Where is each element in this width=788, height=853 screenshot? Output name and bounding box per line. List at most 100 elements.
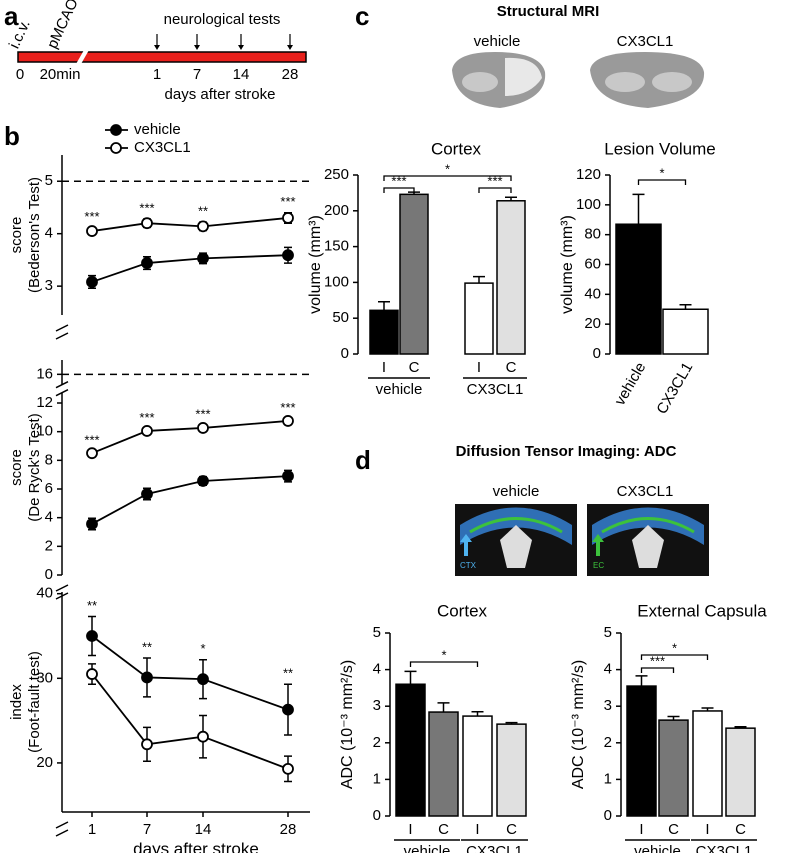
marker bbox=[282, 762, 294, 775]
series-line bbox=[91, 217, 289, 232]
y-tick-label: 100 bbox=[324, 273, 349, 290]
x-tick-label: C bbox=[506, 821, 517, 838]
y-axis-label: score bbox=[8, 217, 25, 254]
legend-label: CX3CL1 bbox=[134, 139, 191, 156]
marker bbox=[141, 488, 153, 500]
x-tick-label: I bbox=[705, 821, 709, 838]
bar bbox=[496, 723, 527, 817]
x-axis-label: days after stroke bbox=[133, 839, 259, 853]
marker bbox=[86, 225, 98, 237]
y-tick-label: 200 bbox=[324, 202, 349, 219]
marker bbox=[282, 249, 294, 262]
group-label: CX3CL1 bbox=[696, 843, 753, 853]
chart-title: External Capsula bbox=[637, 601, 767, 620]
significance: * bbox=[672, 640, 677, 655]
x-tick-label: C bbox=[735, 821, 746, 838]
y-tick-label: 2 bbox=[373, 734, 381, 751]
significance: ** bbox=[142, 639, 152, 654]
error-bar bbox=[437, 702, 450, 713]
x-tick-label: CX3CL1 bbox=[653, 359, 696, 417]
y-tick-label: 4 bbox=[604, 661, 612, 678]
marker bbox=[197, 220, 209, 233]
chart-title: Lesion Volume bbox=[604, 139, 716, 158]
series-line bbox=[91, 475, 289, 525]
marker bbox=[141, 217, 153, 230]
marker bbox=[197, 252, 209, 265]
marker bbox=[141, 671, 153, 684]
marker bbox=[86, 668, 98, 680]
group-label: vehicle bbox=[404, 843, 451, 853]
significance: * bbox=[200, 641, 205, 656]
legend-marker bbox=[110, 124, 122, 136]
significance: *** bbox=[487, 173, 502, 188]
timeline-time: 0 bbox=[16, 66, 24, 83]
x-tick-label: I bbox=[477, 359, 481, 376]
timeline-day: 28 bbox=[282, 66, 299, 83]
y-tick-label: 2 bbox=[604, 734, 612, 751]
significance-bracket bbox=[640, 654, 709, 660]
panel-label: c bbox=[355, 1, 369, 31]
y-tick-label: 1 bbox=[604, 770, 612, 787]
y-tick-label: 4 bbox=[373, 661, 381, 678]
timeline-time: 20min bbox=[40, 66, 81, 83]
bar bbox=[626, 685, 657, 817]
significance-bracket bbox=[640, 667, 675, 673]
y-tick-label: 20 bbox=[584, 315, 601, 332]
y-tick-label: 80 bbox=[584, 226, 601, 243]
y-tick-label: 50 bbox=[332, 309, 349, 326]
significance: *** bbox=[139, 200, 154, 215]
image-label: vehicle bbox=[474, 33, 521, 50]
timeline-arrowheads bbox=[154, 45, 293, 50]
significance: ** bbox=[198, 204, 208, 219]
significance: ** bbox=[283, 666, 293, 681]
panel-label: a bbox=[4, 1, 19, 31]
x-tick-label: 7 bbox=[143, 821, 151, 838]
timeline-day: 1 bbox=[153, 66, 161, 83]
bar bbox=[395, 683, 426, 817]
image-marker: CTX bbox=[460, 561, 477, 570]
significance: *** bbox=[280, 400, 295, 415]
y-tick-label: 5 bbox=[373, 624, 381, 641]
error-bar bbox=[378, 300, 390, 311]
y-tick-label: 250 bbox=[324, 166, 349, 183]
dti-image bbox=[455, 504, 709, 576]
bar bbox=[462, 715, 493, 817]
y-tick-label: 3 bbox=[373, 697, 381, 714]
significance: *** bbox=[391, 173, 406, 188]
axis-break bbox=[55, 324, 69, 340]
y-axis-label: index bbox=[8, 684, 25, 720]
marker bbox=[141, 257, 153, 269]
x-tick-label: C bbox=[409, 359, 420, 376]
y-tick-label: 0 bbox=[45, 566, 53, 583]
y-tick-label: 8 bbox=[45, 451, 53, 468]
y-axis-label: (Bederson's Test) bbox=[26, 177, 43, 293]
mri-image bbox=[452, 52, 705, 108]
y-tick-label: 100 bbox=[576, 196, 601, 213]
bar bbox=[658, 719, 689, 817]
significance: *** bbox=[650, 653, 665, 668]
section-title: Structural MRI bbox=[497, 3, 600, 20]
bar bbox=[399, 193, 429, 355]
image-label: CX3CL1 bbox=[617, 483, 674, 500]
marker bbox=[141, 425, 153, 437]
significance: *** bbox=[84, 209, 99, 224]
x-tick-label: 14 bbox=[195, 821, 212, 838]
marker bbox=[282, 470, 294, 483]
x-tick-label: C bbox=[506, 359, 517, 376]
timeline-break bbox=[76, 50, 89, 64]
timeline-bar bbox=[17, 51, 307, 63]
group-label: CX3CL1 bbox=[467, 381, 524, 398]
bar bbox=[464, 282, 494, 355]
series-line bbox=[91, 635, 289, 711]
y-tick-label: 20 bbox=[36, 754, 53, 771]
marker bbox=[141, 738, 153, 751]
significance: *** bbox=[195, 407, 210, 422]
significance-bracket bbox=[478, 187, 512, 193]
significance: ** bbox=[87, 598, 97, 613]
x-tick-label: I bbox=[475, 821, 479, 838]
marker bbox=[86, 518, 98, 530]
y-tick-label: 30 bbox=[36, 669, 53, 686]
y-tick-label: 10 bbox=[36, 423, 53, 440]
y-tick-label: 40 bbox=[36, 585, 53, 602]
